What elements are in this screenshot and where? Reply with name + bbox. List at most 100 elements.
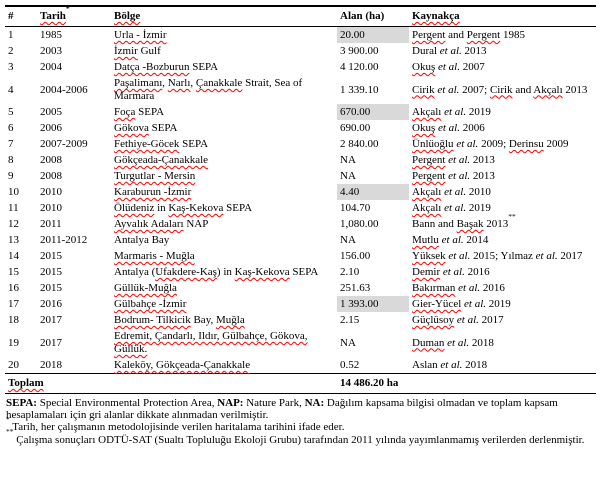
row-bolge: Edremit, Çandarlı, Ildır, Gülbahçe, Göko… — [114, 330, 308, 355]
row-number: 5 — [8, 106, 14, 118]
row-number: 20 — [8, 359, 19, 371]
row-alan: NA — [340, 154, 356, 166]
row-bolge: Ayvalık Adaları NAP — [114, 218, 209, 230]
table-row: 15 2015 Antalya (Ufakdere-Kaş) in Kaş-Keko… — [5, 264, 596, 280]
row-kaynakca: Okuş et al. 2006 — [412, 122, 485, 134]
table-row: 8 2008 Gökçeada-Çanakkale NA Pergent et al. … — [5, 152, 596, 168]
table-row: 20 2018 Kaleköy, Gökçeada-Çanakkale 0.52 Asl… — [5, 357, 596, 374]
row-number: 17 — [8, 298, 19, 310]
row-alan: NA — [340, 336, 356, 349]
row-alan: NA — [340, 170, 356, 182]
table-body: 1 1985 Urla - İzmir 20.00 Pergent and Pergen… — [5, 26, 596, 374]
row-alan: 4.40 — [337, 184, 409, 200]
table-row: 16 2015 Güllük-Muğla 251.63 Bakırman et al. … — [5, 280, 596, 296]
row-number: 19 — [8, 336, 19, 349]
row-alan: 1 339.10 — [340, 83, 379, 96]
row-number: 15 — [8, 266, 19, 278]
row-tarih: 2017 — [40, 314, 62, 326]
row-bolge: Bodrum- Tilkicik Bay, Muğla — [114, 314, 245, 326]
row-alan: 690.00 — [340, 122, 371, 134]
footnote-abbreviations: SEPA: Special Environmental Protection A… — [6, 397, 558, 422]
row-bolge: Gökçeada-Çanakkale — [114, 154, 209, 166]
row-tarih: 2010 — [40, 186, 62, 198]
row-bolge: Turgutlar - Mersin — [114, 170, 196, 182]
row-bolge: Datça -Bozburun SEPA — [114, 61, 219, 73]
row-bolge: Paşalimanı, Narlı, Çanakkale Strait, Sea… — [114, 77, 303, 102]
col-header-tarih: Tarih* — [37, 5, 111, 27]
row-number: 6 — [8, 122, 14, 134]
row-bolge: Güllük-Muğla — [114, 282, 177, 294]
row-alan: 2.10 — [340, 266, 360, 278]
table-row: 6 2006 Gökova SEPA 690.00 Okuş et al. 2006 — [5, 120, 596, 136]
row-number: 14 — [8, 250, 19, 262]
row-kaynakca: Aslan et al. 2018 — [412, 359, 488, 371]
row-alan: 1 393.00 — [337, 296, 409, 312]
row-alan: 2 840.00 — [340, 138, 379, 150]
row-alan: 0.52 — [340, 359, 360, 371]
row-tarih: 2004-2006 — [40, 83, 88, 96]
row-kaynakca: Bakırman et al. 2016 — [412, 282, 505, 294]
row-number: 7 — [8, 138, 14, 150]
row-tarih: 2005 — [40, 106, 62, 118]
row-alan: 20.00 — [337, 26, 409, 43]
row-number: 13 — [8, 234, 19, 246]
table-row: 3 2004 Datça -Bozburun SEPA 4 120.00 Okuş et… — [5, 59, 596, 75]
row-kaynakca: Duman et al. 2018 — [412, 336, 494, 349]
col-header-bolge: Bölge — [111, 6, 337, 27]
row-kaynakca: Gier-Yücel et al. 2019 — [412, 298, 511, 310]
row-number: 18 — [8, 314, 19, 326]
row-number: 11 — [8, 202, 19, 214]
row-tarih: 2008 — [40, 170, 62, 182]
row-alan: 670.00 — [337, 104, 409, 120]
row-bolge: Marmaris - Muğla — [114, 250, 195, 262]
col-header-number: # — [5, 6, 37, 27]
table-header: # Tarih* Bölge Alan (ha) Kaynakça — [5, 5, 596, 27]
row-kaynakca: Güçlüsoy et al. 2017 — [412, 314, 504, 326]
row-number: 2 — [8, 45, 14, 57]
row-number: 9 — [8, 170, 14, 182]
total-row: Toplam 14 486.20 ha — [5, 373, 596, 394]
row-tarih: 2011 — [40, 218, 62, 230]
document-page: # Tarih* Bölge Alan (ha) Kaynakça 1 1985 U… — [5, 5, 596, 446]
table-row: 12 2011 Ayvalık Adaları NAP 1,080.00 Bann an… — [5, 213, 596, 232]
row-tarih: 2015 — [40, 250, 62, 262]
table-row: 5 2005 Foça SEPA 670.00 Akçalı et al. 2019 — [5, 104, 596, 120]
table-row: 1 1985 Urla - İzmir 20.00 Pergent and Pergen… — [5, 26, 596, 43]
row-bolge: Foça SEPA — [114, 106, 165, 118]
total-label: Toplam — [5, 373, 337, 394]
table-row: 9 2008 Turgutlar - Mersin NA Pergent et al. … — [5, 168, 596, 184]
row-tarih: 2003 — [40, 45, 62, 57]
row-bolge: Gülbahçe -İzmir — [114, 298, 187, 310]
row-number: 8 — [8, 154, 14, 166]
table-row: 10 2010 Karaburun -İzmir 4.40 Akçalı et al. … — [5, 184, 596, 200]
total-value: 14 486.20 ha — [337, 373, 596, 394]
row-tarih: 2010 — [40, 202, 62, 214]
row-tarih: 2004 — [40, 61, 62, 73]
row-bolge: Fethiye-Göcek SEPA — [114, 138, 209, 150]
row-bolge: Gökova SEPA — [114, 122, 178, 134]
col-header-alan: Alan (ha) — [337, 6, 409, 27]
row-alan: 2.15 — [340, 314, 360, 326]
row-bolge: Ölüdeniz in Kaş-Kekova SEPA — [114, 202, 253, 214]
row-kaynakca: Akçalı et al. 2010 — [412, 186, 491, 198]
row-alan: 3 900.00 — [340, 45, 379, 57]
header-row: # Tarih* Bölge Alan (ha) Kaynakça — [5, 5, 596, 27]
row-kaynakca: Yüksek et al. 2015; Yılmaz et al. 2017 — [412, 250, 583, 262]
row-kaynakca: Akçalı et al. 2019 — [412, 202, 491, 214]
row-bolge: Antalya Bay — [114, 234, 170, 246]
row-kaynakca: Pergent et al. 2013 — [412, 154, 495, 166]
row-alan: 1,080.00 — [340, 218, 379, 230]
row-kaynakca: Akçalı et al. 2019 — [412, 106, 491, 118]
row-tarih: 2006 — [40, 122, 62, 134]
footnote-odtu-sat-note: ** Çalışma sonuçları ODTÜ-SAT (Sualtı To… — [6, 427, 585, 446]
row-kaynakca: Cirik et al. 2007; Cirik and Akçalı 2013 — [412, 83, 588, 96]
row-number: 16 — [8, 282, 19, 294]
seagrass-mapping-table: # Tarih* Bölge Alan (ha) Kaynakça 1 1985 U… — [5, 5, 596, 394]
row-alan: NA — [340, 234, 356, 246]
footnotes: SEPA: Special Environmental Protection A… — [5, 397, 596, 446]
row-number: 4 — [8, 83, 14, 96]
table-row: 7 2007-2009 Fethiye-Göcek SEPA 2 840.00 Ünlü… — [5, 136, 596, 152]
row-tarih: 2017 — [40, 336, 62, 349]
table-row: 2 2003 İzmir Gulf 3 900.00 Dural et al. 2013 — [5, 43, 596, 59]
row-tarih: 2007-2009 — [40, 138, 88, 150]
